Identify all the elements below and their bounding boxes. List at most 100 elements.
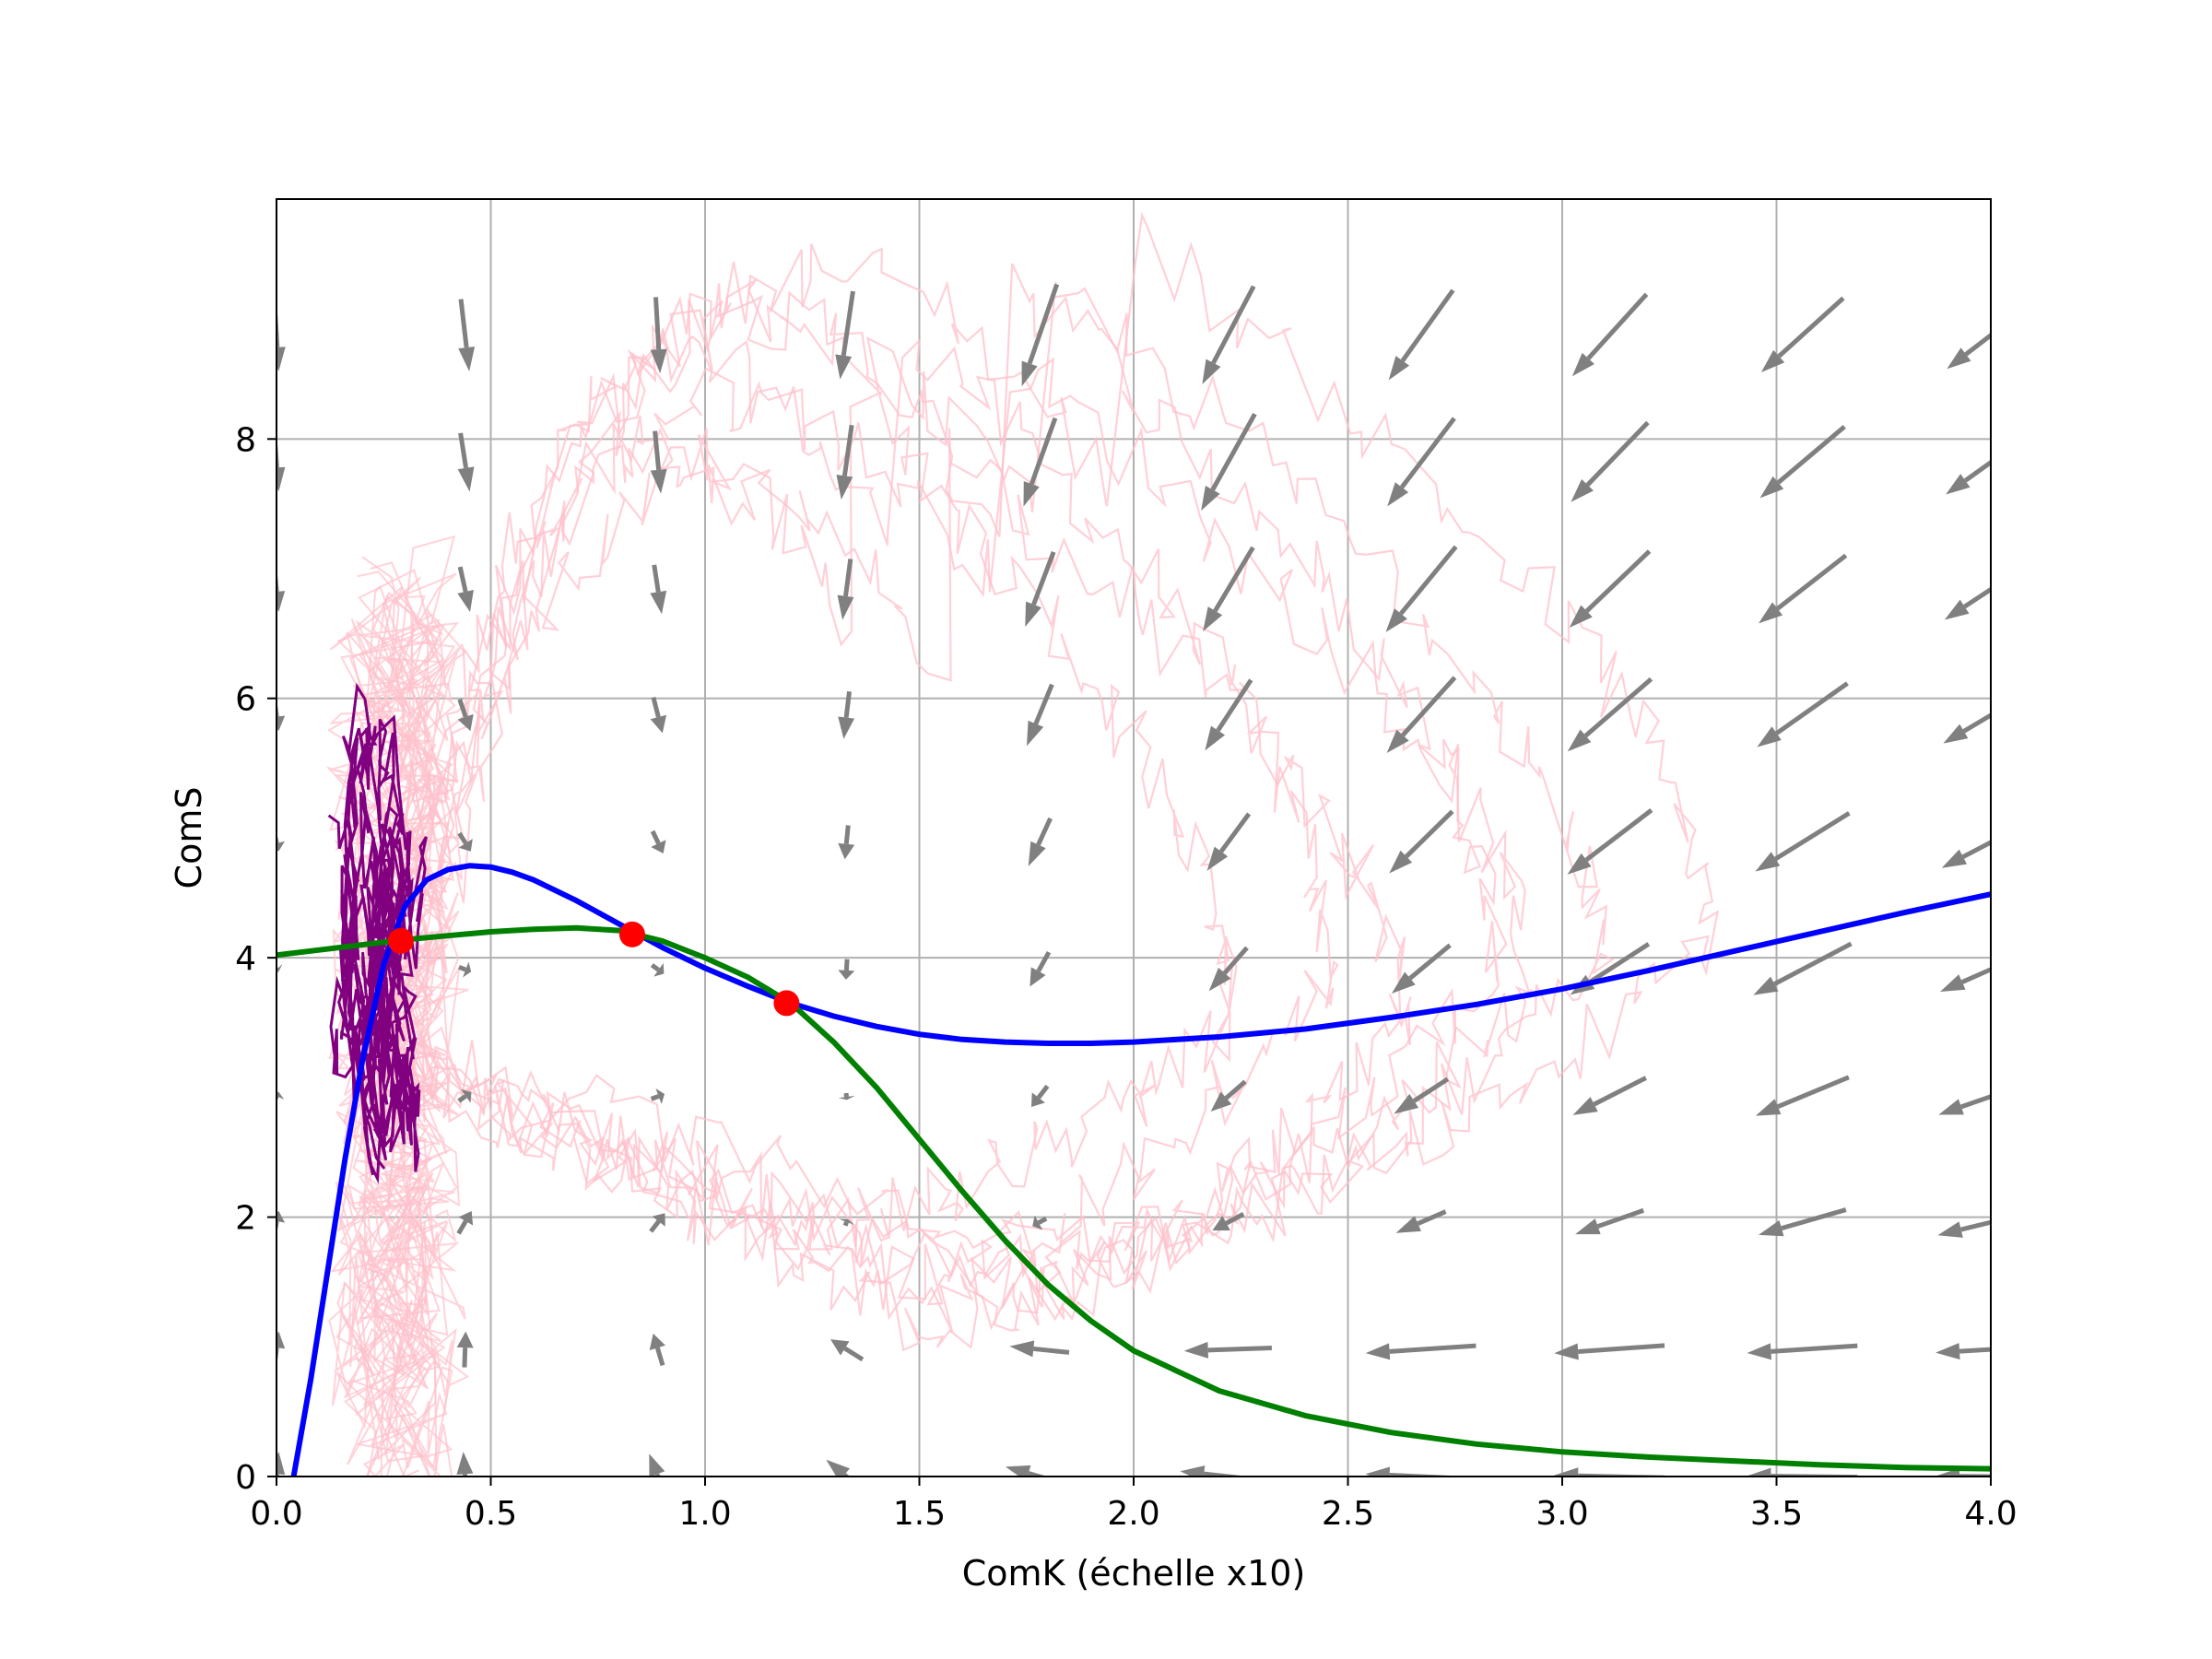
vector-arrow-shaft — [1960, 1219, 1991, 1232]
vector-arrow — [838, 1092, 855, 1100]
vector-arrow-head — [1212, 1216, 1230, 1231]
vector-arrow — [1212, 1212, 1245, 1231]
vector-arrow-head — [650, 468, 667, 494]
vector-arrow — [456, 1211, 474, 1235]
vector-arrow-shaft — [458, 432, 469, 469]
vector-arrow — [1575, 1207, 1645, 1235]
vector-arrow — [1183, 1341, 1272, 1359]
vector-arrow-head — [1759, 476, 1784, 499]
vector-arrow-head — [1009, 1340, 1035, 1358]
vector-arrow-head — [1210, 1091, 1232, 1112]
background-trajectory — [415, 211, 1720, 1267]
vector-arrow-head — [1947, 347, 1971, 370]
vector-arrow-shaft — [1961, 840, 1991, 859]
vector-arrow — [1946, 459, 1991, 495]
vector-arrow-head — [651, 840, 666, 853]
vector-arrow — [1759, 425, 1846, 499]
vector-arrow-head — [1937, 1221, 1963, 1238]
vector-arrow-head — [458, 347, 476, 371]
fixed-point — [618, 921, 645, 947]
vector-arrow-head — [1567, 853, 1592, 875]
vector-arrow-shaft — [1781, 1207, 1847, 1231]
vector-arrow — [1759, 1207, 1847, 1237]
vector-arrow-shaft — [652, 564, 661, 593]
vector-arrow — [650, 297, 667, 374]
vector-arrow — [1759, 553, 1848, 624]
vector-arrow-head — [1385, 608, 1407, 632]
vector-arrow-shaft — [1585, 420, 1650, 487]
vector-arrow-head — [1757, 726, 1782, 747]
vector-arrow-shaft — [1578, 1343, 1665, 1354]
vector-arrow-head — [1554, 1467, 1579, 1477]
vector-arrow-head — [276, 963, 283, 973]
vector-arrow — [276, 566, 286, 612]
vector-arrow — [457, 1088, 472, 1103]
vector-arrow-head — [1023, 481, 1040, 507]
vector-arrow-head — [826, 1459, 850, 1477]
vector-arrow-shaft — [1211, 285, 1256, 365]
vector-arrow-head — [649, 1333, 665, 1350]
vector-arrow-head — [1940, 974, 1966, 993]
vector-arrow-shaft — [1033, 1346, 1070, 1355]
vector-arrow — [650, 830, 666, 853]
vector-arrow — [1937, 1219, 1991, 1238]
vector-arrow-head — [1753, 976, 1779, 995]
vector-arrow-head — [1365, 1466, 1390, 1477]
vector-arrow-head — [650, 590, 667, 615]
vector-arrow-head — [457, 590, 474, 612]
vector-arrow-shaft — [1586, 292, 1649, 360]
vector-arrow-shaft — [1417, 1209, 1447, 1226]
vector-arrow — [1391, 943, 1452, 994]
vector-arrow-head — [1395, 1216, 1421, 1233]
vector-arrow-shaft — [1962, 712, 1991, 734]
vector-arrow-head — [276, 715, 286, 732]
vector-arrow-head — [1759, 602, 1783, 624]
vector-arrow — [835, 290, 855, 380]
vector-arrow — [456, 1452, 474, 1477]
vector-arrow-head — [1180, 1465, 1206, 1477]
vector-arrow — [276, 832, 285, 852]
vector-arrow-shaft — [1033, 683, 1054, 725]
vector-arrow — [1021, 283, 1060, 387]
vector-arrow-shaft — [841, 424, 854, 477]
vector-arrow-head — [1388, 356, 1410, 381]
vector-arrow-shaft — [841, 290, 855, 357]
vector-arrow-shaft — [653, 430, 662, 471]
y-tick-label: 6 — [235, 681, 256, 719]
vector-arrow-shaft — [1771, 1343, 1858, 1354]
vector-arrow-head — [276, 591, 286, 612]
vector-arrow-shaft — [1218, 812, 1252, 853]
vector-arrow-shaft — [649, 1219, 661, 1233]
vector-arrow-shaft — [1400, 288, 1455, 362]
vector-arrow — [1208, 946, 1249, 992]
vector-arrow-shaft — [842, 1220, 849, 1227]
vector-arrow-head — [1025, 601, 1041, 628]
vector-arrow-head — [1183, 1341, 1209, 1359]
vector-arrow-head — [1394, 1093, 1419, 1114]
vector-arrow — [457, 831, 473, 852]
y-axis-label: ComS — [169, 787, 209, 889]
vector-arrow — [837, 559, 854, 620]
vector-arrow-shaft — [1776, 553, 1848, 611]
vector-arrow-shaft — [1584, 808, 1653, 863]
vector-arrow-head — [1028, 841, 1046, 866]
vector-arrow-shaft — [650, 963, 660, 972]
vector-arrow — [1567, 808, 1653, 875]
vector-arrow — [1028, 817, 1053, 866]
vector-arrow-head — [1943, 724, 1969, 744]
vector-arrow-head — [1206, 846, 1229, 871]
vector-arrow — [1386, 676, 1457, 753]
vector-arrow — [1940, 967, 1991, 993]
vector-arrow-shaft — [1036, 1084, 1050, 1100]
vector-arrow-shaft — [1222, 946, 1249, 975]
vector-arrow — [649, 1213, 665, 1233]
vector-arrow-head — [839, 1218, 855, 1226]
x-tick-label: 2.5 — [1322, 1495, 1374, 1533]
vector-arrow-shaft — [843, 1346, 865, 1362]
vector-arrow-head — [1747, 1343, 1772, 1360]
vector-arrow-head — [650, 714, 667, 734]
vector-arrow-head — [458, 1211, 474, 1226]
vector-arrow-head — [458, 839, 473, 852]
vector-arrow — [276, 1331, 286, 1369]
